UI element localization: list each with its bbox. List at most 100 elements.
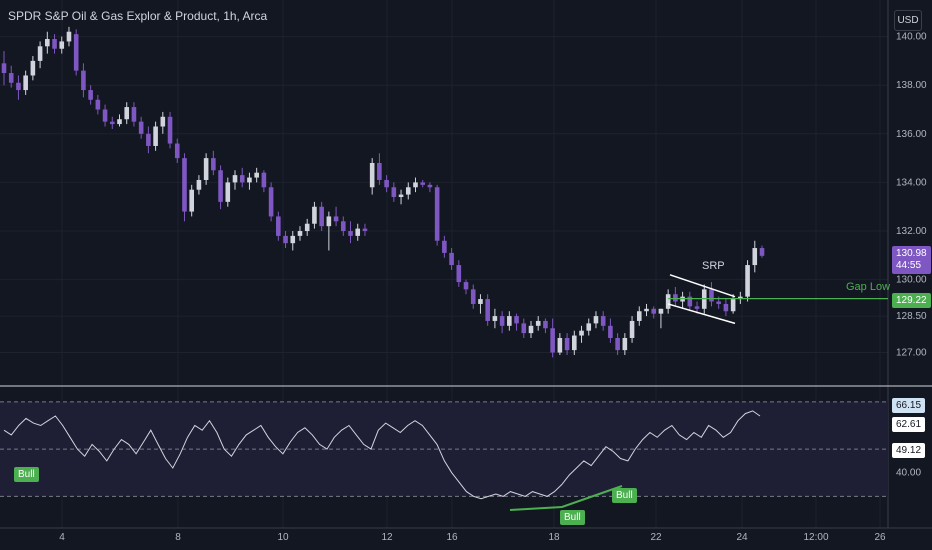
- candle: [442, 240, 447, 253]
- candle: [499, 316, 505, 326]
- candle: [384, 179, 389, 188]
- candle: [167, 116, 173, 144]
- candle: [52, 39, 57, 49]
- candle: [709, 289, 714, 302]
- candle: [427, 184, 433, 188]
- candle: [160, 116, 166, 127]
- rsi-current-badge: 49.12: [892, 443, 926, 458]
- candle: [59, 41, 65, 49]
- y-tick-label: 140.00: [896, 32, 927, 43]
- rsi-line: [3, 410, 761, 500]
- candle: [449, 252, 454, 266]
- candle: [586, 323, 592, 331]
- candle: [290, 235, 296, 244]
- candle: [247, 177, 252, 183]
- candle: [636, 311, 642, 321]
- candle: [463, 282, 469, 290]
- candle: [319, 206, 324, 227]
- candle: [102, 109, 108, 122]
- last-price-badge: 130.98 44:55: [892, 246, 931, 274]
- x-tick-label: 24: [736, 532, 748, 543]
- candle: [485, 299, 490, 321]
- x-tick-label: 12:00: [803, 532, 828, 543]
- y-tick-label: 138.00: [896, 80, 927, 91]
- candle: [492, 316, 498, 321]
- gap-low-badge: 129.22: [892, 293, 931, 308]
- currency-button[interactable]: USD: [894, 10, 922, 31]
- candle: [218, 170, 223, 202]
- candle: [1, 63, 7, 74]
- candle: [254, 172, 259, 178]
- chart-title: SPDR S&P Oil & Gas Explor & Product, 1h,…: [8, 9, 268, 23]
- candle: [225, 182, 231, 202]
- bull-label-1: Bull: [14, 467, 39, 482]
- y-tick-label: 127.00: [896, 348, 927, 359]
- candle: [297, 231, 303, 236]
- candle: [81, 70, 86, 91]
- candle: [543, 320, 548, 329]
- bull-divergence-line: [509, 485, 623, 511]
- candle: [276, 216, 281, 236]
- y-tick-label: 128.50: [896, 311, 927, 322]
- candle: [95, 99, 101, 110]
- candle: [124, 107, 130, 120]
- candle: [550, 328, 555, 353]
- srp-lower-line: [667, 303, 736, 325]
- y-tick-label: 132.00: [896, 226, 927, 237]
- candles: [1, 26, 765, 358]
- candle: [738, 296, 743, 300]
- candle: [420, 182, 426, 185]
- candle: [23, 75, 28, 91]
- y-tick-label: 130.00: [896, 275, 927, 286]
- candle: [572, 335, 577, 351]
- candle: [651, 308, 657, 314]
- candle: [723, 303, 729, 312]
- candle: [615, 337, 620, 351]
- candle: [283, 235, 288, 244]
- candle: [153, 126, 158, 146]
- candle: [665, 294, 671, 309]
- candle: [730, 299, 736, 312]
- candle: [239, 175, 245, 183]
- srp-label: SRP: [702, 260, 725, 272]
- rsi-mid-badge: 62.61: [892, 417, 926, 432]
- x-tick-label: 22: [650, 532, 662, 543]
- candle: [752, 248, 758, 266]
- candle: [716, 301, 721, 304]
- candle: [507, 316, 512, 326]
- candle: [413, 182, 418, 188]
- candle: [340, 221, 346, 232]
- candle: [348, 231, 353, 236]
- candle: [745, 265, 750, 297]
- candle: [196, 179, 202, 190]
- y-tick-label: 136.00: [896, 129, 927, 140]
- candle: [629, 320, 635, 338]
- candle: [658, 308, 664, 314]
- candle: [211, 158, 216, 171]
- bar-countdown: 44:55: [896, 260, 922, 271]
- candle: [579, 330, 584, 336]
- candle: [557, 337, 563, 353]
- bull-label-2: Bull: [612, 488, 637, 503]
- candle: [377, 162, 382, 180]
- candle: [694, 306, 700, 309]
- candle: [687, 296, 693, 307]
- x-tick-label: 4: [59, 532, 65, 543]
- candle: [434, 187, 440, 241]
- candle: [268, 187, 274, 217]
- candle: [398, 194, 404, 197]
- y-tick-label: 134.00: [896, 177, 927, 188]
- candle: [673, 294, 678, 302]
- candle: [470, 289, 476, 304]
- candle: [600, 316, 606, 326]
- x-tick-label: 8: [175, 532, 181, 543]
- x-tick-label: 12: [381, 532, 393, 543]
- candle: [312, 206, 317, 224]
- bull-label-3: Bull: [560, 510, 585, 525]
- candle: [535, 320, 541, 326]
- candle: [593, 316, 599, 324]
- candle: [622, 337, 628, 351]
- candle: [478, 299, 483, 304]
- candle: [326, 216, 332, 227]
